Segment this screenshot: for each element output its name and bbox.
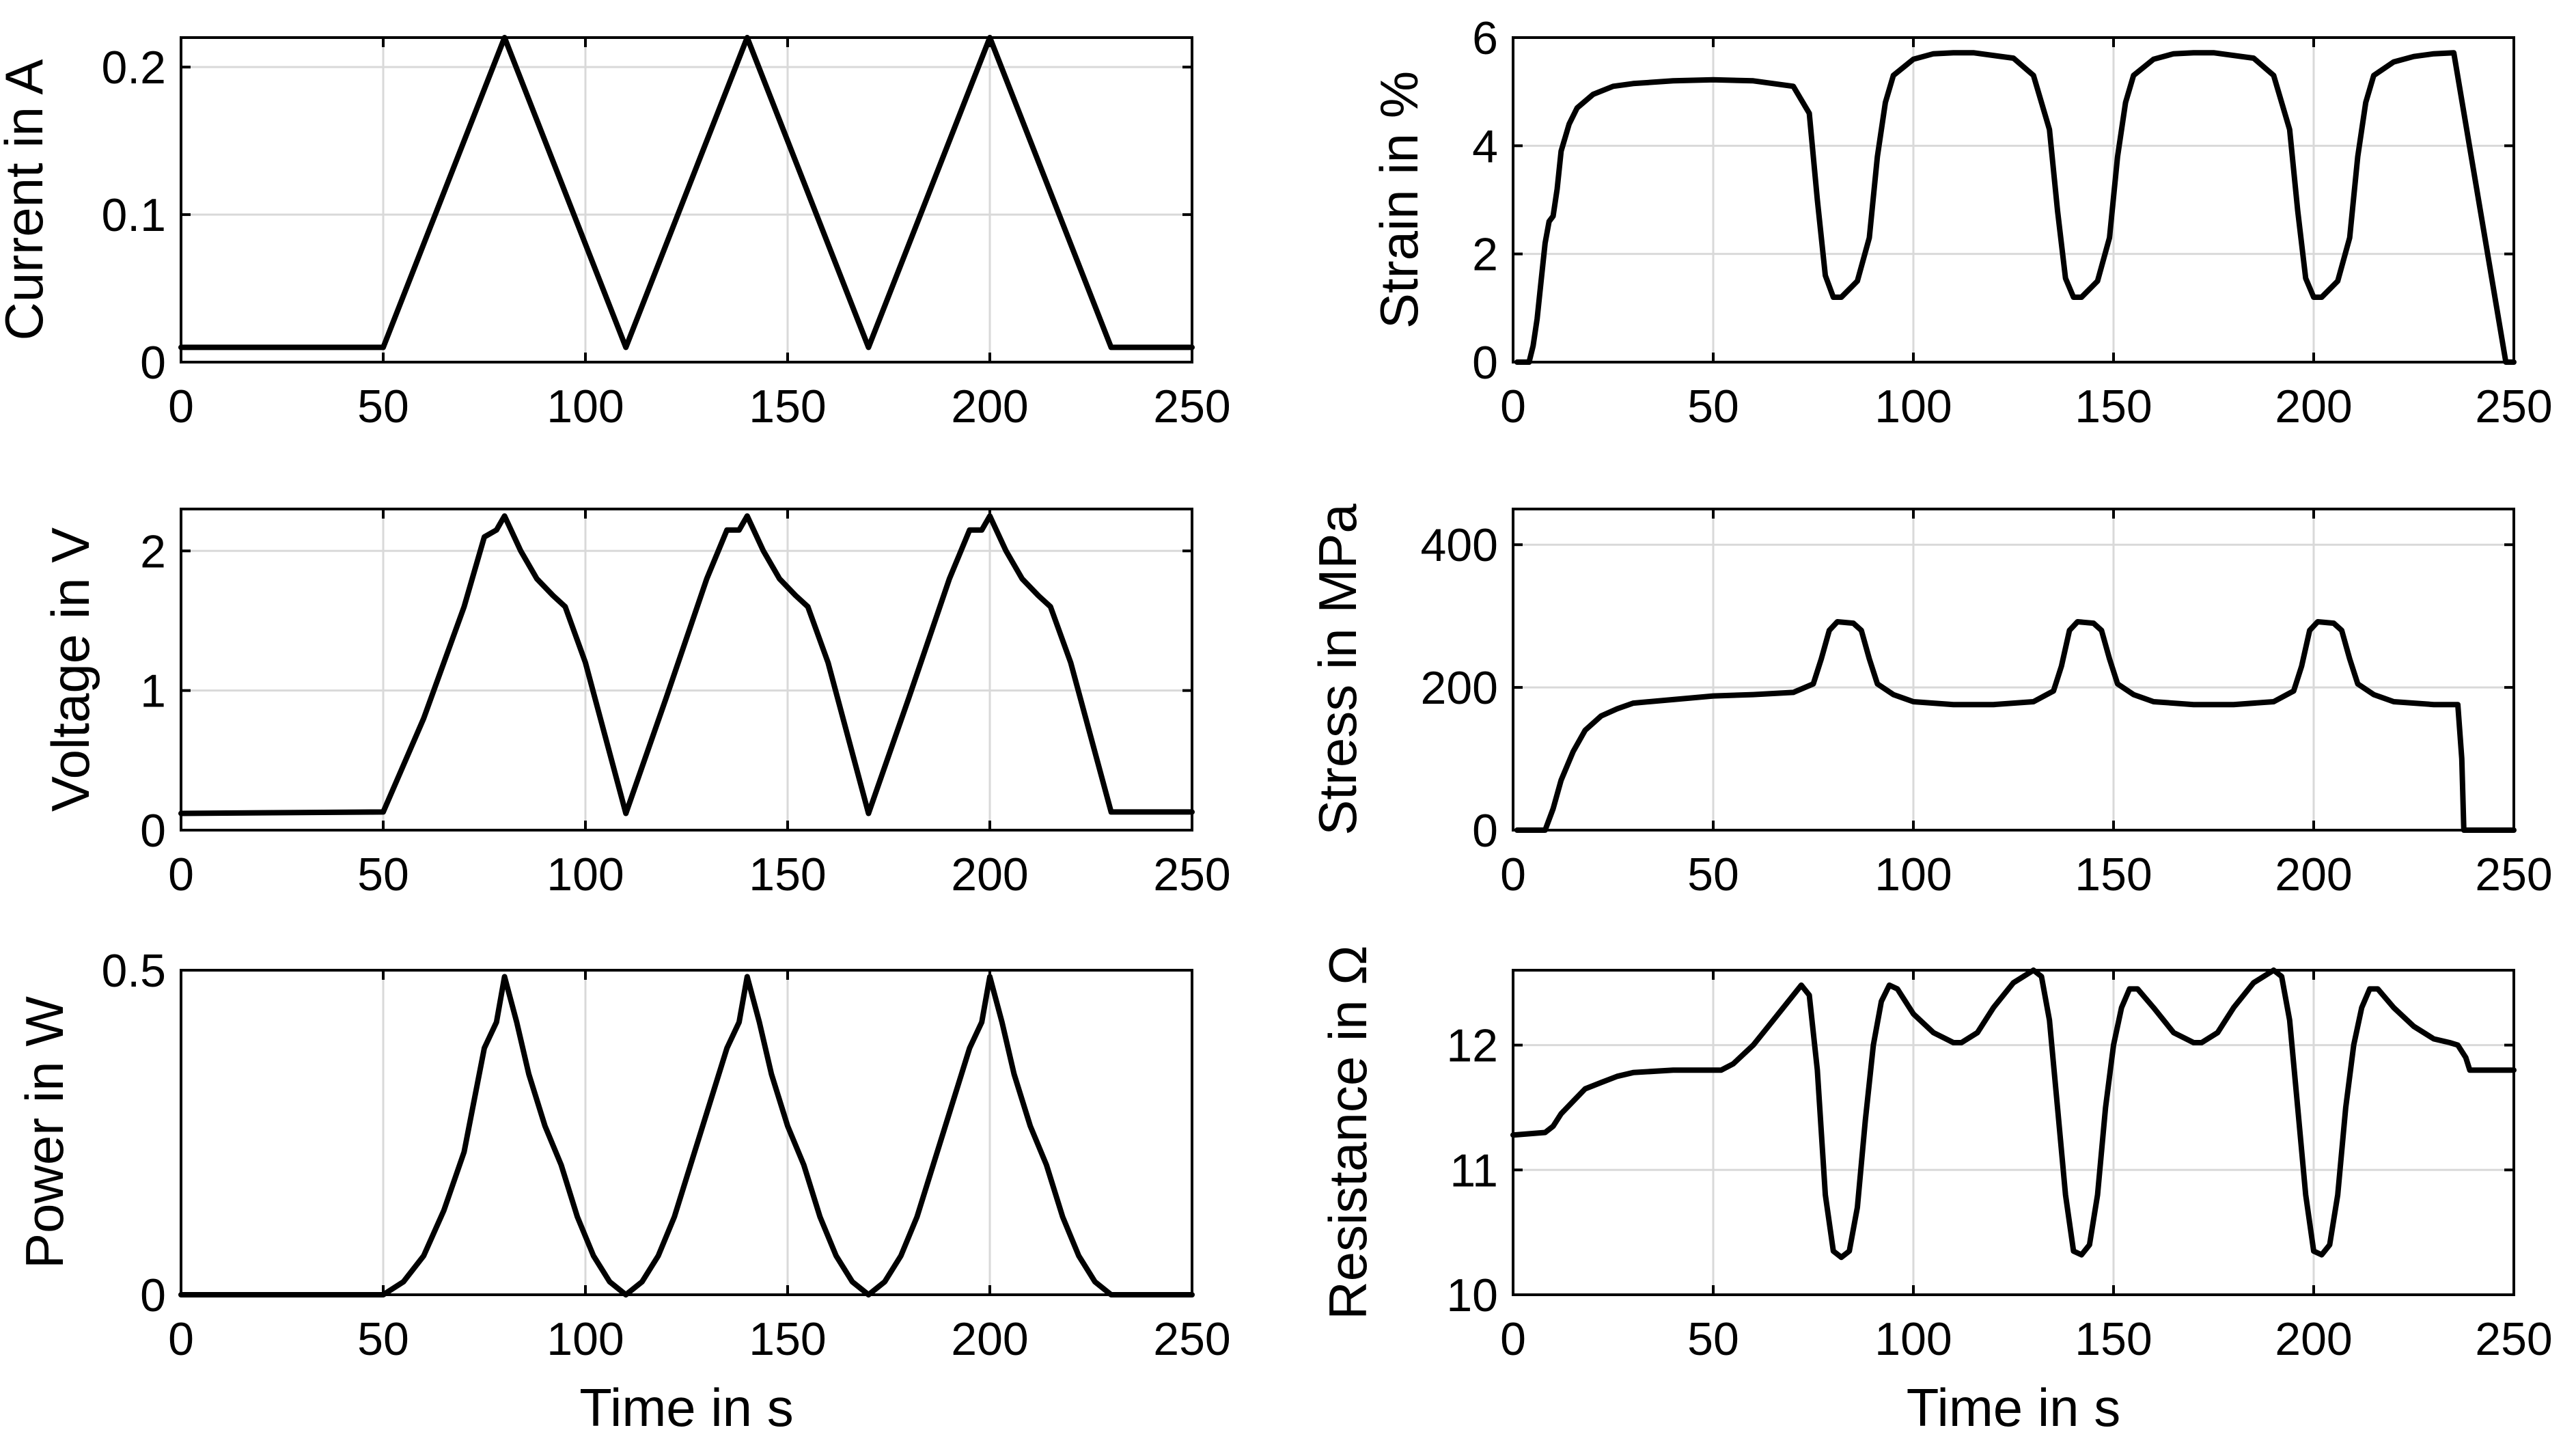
y-tick-label: 1 xyxy=(140,665,166,717)
y-axis-title: Resistance in Ω xyxy=(1318,945,1378,1319)
x-tick-label: 100 xyxy=(1874,1313,1952,1365)
series-line-power xyxy=(178,974,1195,1297)
panel-resistance: 0 50 100 150 200 250 10 11 12 Resistance in Ω Time… xyxy=(1318,945,2553,1438)
axes-box xyxy=(180,508,1193,832)
x-tick-label: 100 xyxy=(1874,381,1952,432)
panel-current: 0 50 100 150 200 250 0 0.1 0.2 Current in A xyxy=(0,35,1231,432)
x-tick-label: 50 xyxy=(1687,381,1739,432)
y-tick-label: 2 xyxy=(140,525,166,577)
x-tick-label: 200 xyxy=(2275,849,2352,901)
axes-box xyxy=(180,969,1193,1296)
x-tick-label: 100 xyxy=(546,1313,624,1365)
y-tick-label: 0 xyxy=(140,805,166,857)
y-tick-label: 0 xyxy=(1472,805,1498,857)
series-line-current xyxy=(178,35,1195,351)
panel-stress: 0 50 100 150 200 250 0 200 400 Stress in MPa xyxy=(1307,504,2553,901)
x-tick-label: 150 xyxy=(749,849,826,901)
x-tick-label: 150 xyxy=(2075,381,2152,432)
x-tick-label: 50 xyxy=(357,849,409,901)
y-tick-label: 6 xyxy=(1472,12,1498,64)
axes-box xyxy=(1512,36,2515,363)
y-tick-label: 11 xyxy=(1450,1144,1498,1196)
y-tick-label: 200 xyxy=(1421,662,1498,714)
panel-power: 0 50 100 150 200 250 0 0.5 Power in W Time in s xyxy=(14,945,1231,1438)
axes-box xyxy=(1512,969,2515,1296)
x-tick-label: 250 xyxy=(1153,381,1230,432)
y-axis-title: Stress in MPa xyxy=(1307,504,1368,836)
panel-strain: 0 50 100 150 200 250 0 2 4 6 Strain in % xyxy=(1369,12,2553,432)
panel-voltage: 0 50 100 150 200 250 0 1 2 Voltage in V xyxy=(40,508,1231,901)
x-tick-label: 50 xyxy=(357,1313,409,1365)
y-tick-label: 0.1 xyxy=(101,189,166,241)
x-tick-label: 50 xyxy=(357,381,409,432)
x-tick-label: 0 xyxy=(1500,849,1526,901)
x-tick-label: 200 xyxy=(2275,381,2352,432)
series-line-stress xyxy=(1514,619,2517,833)
axes-box xyxy=(1512,508,2515,832)
x-tick-label: 150 xyxy=(2075,1313,2152,1365)
x-tick-label: 50 xyxy=(1687,849,1739,901)
x-axis-title: Time in s xyxy=(579,1377,794,1438)
x-tick-label: 250 xyxy=(1153,1313,1230,1365)
x-tick-label: 100 xyxy=(546,849,624,901)
series-line-voltage xyxy=(178,513,1195,816)
x-tick-label: 0 xyxy=(1500,381,1526,432)
x-tick-label: 250 xyxy=(1153,849,1230,901)
x-tick-label: 100 xyxy=(546,381,624,432)
x-tick-label: 250 xyxy=(2475,1313,2552,1365)
y-tick-label: 4 xyxy=(1472,120,1498,172)
y-tick-label: 0 xyxy=(1472,337,1498,389)
x-tick-label: 0 xyxy=(168,849,194,901)
y-tick-label: 0.2 xyxy=(101,42,166,94)
y-axis-title: Power in W xyxy=(14,996,74,1269)
y-tick-label: 2 xyxy=(1472,229,1498,281)
x-tick-label: 0 xyxy=(1500,1313,1526,1365)
y-tick-label: 400 xyxy=(1421,519,1498,571)
x-tick-label: 250 xyxy=(2475,381,2552,432)
x-tick-label: 200 xyxy=(951,849,1028,901)
y-tick-label: 0 xyxy=(140,1269,166,1321)
series-line-strain xyxy=(1514,50,2517,365)
y-tick-label: 0 xyxy=(140,337,166,389)
x-tick-label: 150 xyxy=(2075,849,2152,901)
x-tick-label: 200 xyxy=(2275,1313,2352,1365)
y-tick-label: 10 xyxy=(1446,1269,1498,1321)
y-axis-title: Voltage in V xyxy=(40,527,100,812)
series-line-resistance xyxy=(1510,967,2517,1261)
y-axis-title: Strain in % xyxy=(1369,71,1429,329)
axes-box xyxy=(180,36,1193,363)
x-tick-label: 150 xyxy=(749,381,826,432)
x-tick-label: 50 xyxy=(1687,1313,1739,1365)
x-tick-label: 150 xyxy=(749,1313,826,1365)
y-tick-label: 12 xyxy=(1446,1020,1498,1072)
x-tick-label: 0 xyxy=(168,1313,194,1365)
x-tick-label: 0 xyxy=(168,381,194,432)
y-axis-title: Current in A xyxy=(0,59,54,341)
y-tick-label: 0.5 xyxy=(101,945,166,997)
x-tick-label: 200 xyxy=(951,381,1028,432)
x-axis-title: Time in s xyxy=(1907,1377,2121,1438)
x-tick-label: 200 xyxy=(951,1313,1028,1365)
x-tick-label: 250 xyxy=(2475,849,2552,901)
x-tick-label: 100 xyxy=(1874,849,1952,901)
